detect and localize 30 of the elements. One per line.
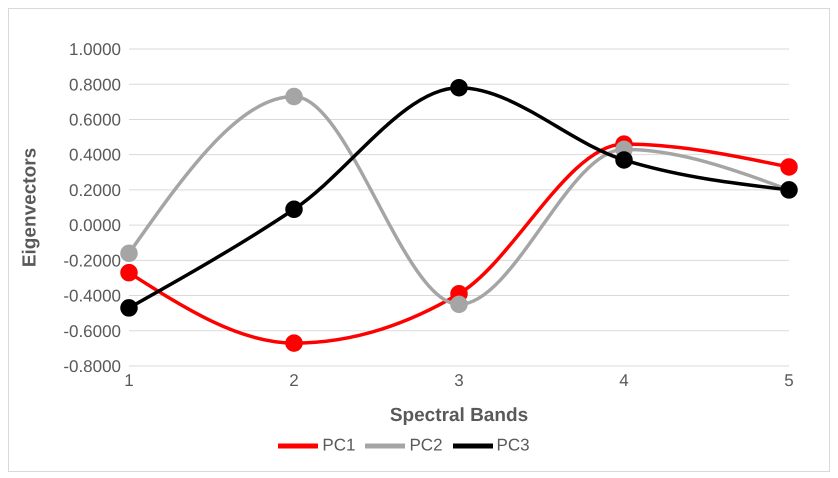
point <box>285 88 303 106</box>
y-tick-label: 0.2000 <box>69 180 121 200</box>
y-tick-label: 1.0000 <box>69 40 121 60</box>
y-tick-label: 0.8000 <box>69 75 121 94</box>
point <box>450 296 468 314</box>
x-axis-title: Spectral Bands <box>390 405 528 426</box>
point <box>450 78 468 96</box>
legend-label: PC1 <box>322 435 356 454</box>
x-tick-label: 1 <box>124 371 134 390</box>
y-tick-label: 0.4000 <box>69 146 121 165</box>
legend-label: PC3 <box>496 435 530 454</box>
point <box>120 299 138 317</box>
point <box>615 151 633 169</box>
y-tick-label: 0.0000 <box>69 216 121 236</box>
point <box>285 200 303 218</box>
y-tick-label: 0.6000 <box>69 110 121 130</box>
y-tick-label: -0.8000 <box>63 357 121 376</box>
y-tick-label: -0.4000 <box>63 286 121 306</box>
y-tick-label: -0.6000 <box>63 322 121 341</box>
x-tick-label: 3 <box>454 371 464 390</box>
x-tick-label: 5 <box>784 371 794 390</box>
x-tick-label: 2 <box>289 371 299 390</box>
y-axis-title: Eigenvectors <box>20 148 41 268</box>
point <box>120 244 138 262</box>
y-tick-label: -0.2000 <box>63 251 121 270</box>
point <box>780 158 798 176</box>
point <box>120 264 138 282</box>
x-tick-label: 4 <box>619 371 629 390</box>
legend-label: PC2 <box>409 435 443 454</box>
point <box>285 334 303 352</box>
